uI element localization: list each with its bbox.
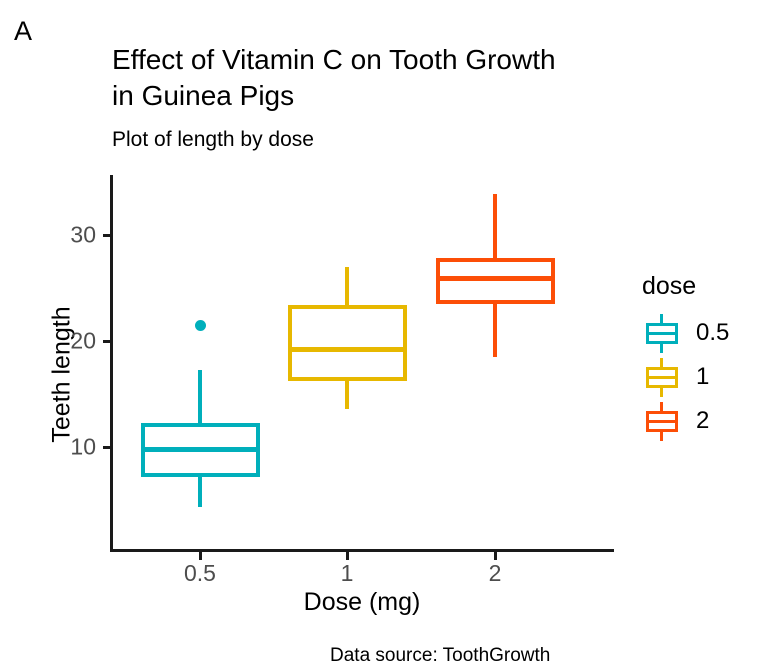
- legend-median-line: [646, 376, 678, 379]
- legend-median-line: [646, 420, 678, 423]
- legend: dose 0.5 1 2: [640, 272, 768, 443]
- chart-subtitle: Plot of length by dose: [112, 128, 314, 151]
- whisker-lower: [345, 381, 349, 409]
- x-tick-label: 2: [488, 560, 502, 586]
- box-iqr: [287, 304, 407, 382]
- legend-item-2[interactable]: 2: [640, 399, 768, 443]
- whisker-lower: [493, 303, 497, 357]
- x-tick-label: 0.5: [184, 560, 216, 586]
- y-axis-line: [110, 175, 113, 552]
- legend-entries: 0.5 1 2: [640, 311, 768, 443]
- y-tick-label: 20: [70, 327, 96, 354]
- legend-whisker-bottom: [660, 387, 663, 397]
- median-line: [287, 346, 407, 352]
- x-tick-mark: [346, 552, 349, 560]
- legend-item-1[interactable]: 1: [640, 355, 768, 399]
- legend-whisker-top: [660, 314, 663, 324]
- whisker-upper: [345, 266, 349, 305]
- y-tick-label: 10: [70, 433, 96, 460]
- legend-title: dose: [642, 272, 697, 300]
- y-tick-mark: [103, 446, 110, 449]
- y-tick-mark: [103, 340, 110, 343]
- legend-label: 2: [696, 407, 710, 434]
- x-tick-mark: [199, 552, 202, 560]
- legend-label: 0.5: [696, 319, 730, 346]
- chart-caption: Data source: ToothGrowth: [330, 645, 551, 666]
- median-line: [435, 275, 555, 281]
- box-iqr: [435, 258, 555, 304]
- chart-title: Effect of Vitamin C on Tooth Growth in G…: [112, 44, 556, 111]
- legend-whisker-bottom: [660, 343, 663, 353]
- y-axis-title: Teeth length: [47, 306, 76, 443]
- legend-whisker-top: [660, 358, 663, 368]
- y-tick-label: 30: [70, 221, 96, 248]
- x-axis-title: Dose (mg): [303, 588, 421, 616]
- legend-item-0-5[interactable]: 0.5: [640, 311, 768, 355]
- outlier-point: [195, 320, 206, 332]
- median-line: [140, 446, 260, 452]
- legend-median-line: [646, 332, 678, 335]
- y-tick-mark: [103, 234, 110, 237]
- x-tick-label: 1: [340, 560, 354, 586]
- plot-panel: [110, 175, 614, 550]
- whisker-upper: [198, 369, 202, 424]
- x-axis-line: [110, 549, 614, 552]
- legend-label: 1: [696, 363, 710, 390]
- panel-tag-label: A: [14, 16, 33, 46]
- legend-whisker-bottom: [660, 431, 663, 441]
- legend-key-glyph: [640, 399, 684, 443]
- legend-key-glyph: [640, 355, 684, 399]
- whisker-upper: [493, 193, 497, 259]
- legend-key-glyph: [640, 311, 684, 355]
- x-tick-mark: [494, 552, 497, 560]
- legend-whisker-top: [660, 402, 663, 412]
- whisker-lower: [198, 476, 202, 508]
